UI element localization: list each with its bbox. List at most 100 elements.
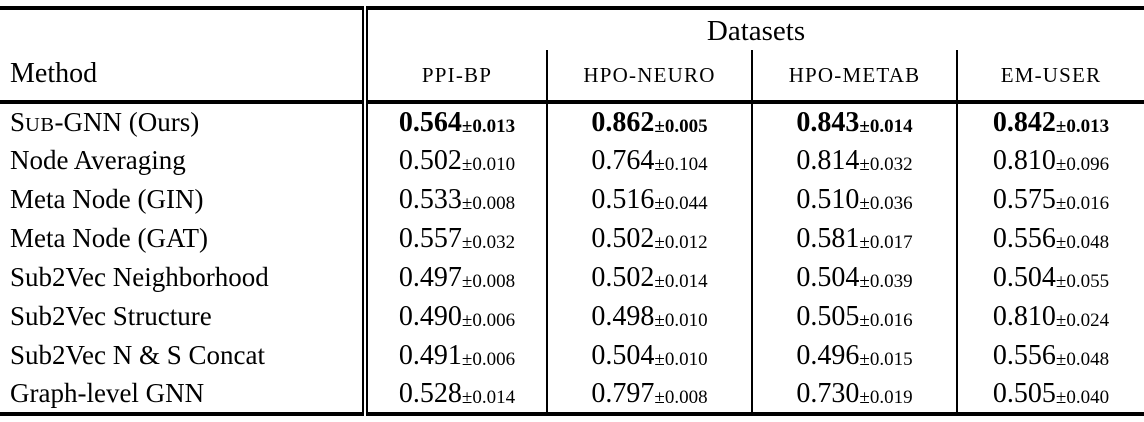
score-value: 0.810±0.096 bbox=[956, 141, 1144, 180]
method-label-text: Meta Node (GAT) bbox=[10, 223, 208, 253]
method-label-text: Sub2Vec Neighborhood bbox=[10, 262, 269, 292]
score-value: 0.505±0.016 bbox=[751, 297, 957, 336]
score-std: ±0.044 bbox=[654, 192, 708, 214]
table-row: Sub2Vec Neighborhood 0.497±0.008 0.502±0.0… bbox=[0, 258, 1144, 297]
score-value: 0.504±0.055 bbox=[956, 258, 1144, 297]
score-value: 0.730±0.019 bbox=[751, 375, 957, 414]
score-mean: 0.843 bbox=[796, 106, 860, 138]
score-std: ±0.013 bbox=[1055, 115, 1110, 137]
score-value: 0.510±0.036 bbox=[751, 180, 957, 219]
method-label: Node Averaging bbox=[0, 141, 368, 180]
score-value: 0.557±0.032 bbox=[365, 219, 547, 258]
score-value: 0.491±0.006 bbox=[365, 336, 547, 375]
score-std: ±0.006 bbox=[461, 309, 516, 331]
column-header-ppi-bp: PPI-BP bbox=[365, 50, 547, 104]
score-mean: 0.810 bbox=[992, 144, 1056, 176]
score-mean: 0.504 bbox=[591, 339, 655, 371]
method-label: SUB-GNN (Ours) bbox=[0, 102, 368, 141]
score-mean: 0.504 bbox=[796, 261, 860, 293]
table-row: SUB-GNN (Ours) 0.564±0.013 0.862±0.005 0.84… bbox=[0, 102, 1144, 141]
score-std: ±0.016 bbox=[1055, 192, 1110, 214]
score-mean: 0.557 bbox=[398, 222, 462, 254]
score-value: 0.533±0.008 bbox=[365, 180, 547, 219]
score-mean: 0.491 bbox=[398, 339, 462, 371]
score-std: ±0.010 bbox=[654, 348, 708, 370]
datasets-group-header: Datasets bbox=[706, 15, 806, 47]
score-std: ±0.015 bbox=[859, 348, 913, 370]
group-header-row: Datasets bbox=[0, 8, 1144, 50]
method-label: Sub2Vec Structure bbox=[0, 297, 368, 336]
score-mean: 0.575 bbox=[992, 183, 1056, 215]
method-label-text: UB bbox=[25, 114, 55, 136]
table-row: Meta Node (GIN) 0.533±0.008 0.516±0.044 0.5… bbox=[0, 180, 1144, 219]
method-label: Sub2Vec N & S Concat bbox=[0, 336, 368, 375]
score-mean: 0.510 bbox=[796, 183, 860, 215]
score-mean: 0.502 bbox=[591, 222, 655, 254]
score-value: 0.862±0.005 bbox=[546, 102, 752, 141]
score-std: ±0.010 bbox=[654, 309, 708, 331]
column-header-em-user: EM-USER bbox=[956, 50, 1144, 104]
score-value: 0.502±0.014 bbox=[546, 258, 752, 297]
score-std: ±0.013 bbox=[461, 115, 516, 137]
score-value: 0.504±0.039 bbox=[751, 258, 957, 297]
score-mean: 0.556 bbox=[992, 222, 1056, 254]
method-label-text: Sub2Vec N & S Concat bbox=[10, 340, 265, 370]
score-std: ±0.014 bbox=[654, 270, 708, 292]
score-mean: 0.730 bbox=[796, 377, 860, 409]
score-mean: 0.862 bbox=[591, 106, 655, 138]
method-label-text: Meta Node (GIN) bbox=[10, 184, 204, 214]
score-mean: 0.497 bbox=[398, 261, 462, 293]
method-label: Meta Node (GAT) bbox=[0, 219, 368, 258]
score-std: ±0.014 bbox=[859, 115, 913, 137]
score-std: ±0.096 bbox=[1055, 153, 1110, 175]
score-value: 0.497±0.008 bbox=[365, 258, 547, 297]
score-mean: 0.505 bbox=[992, 377, 1056, 409]
table-row: Node Averaging 0.502±0.010 0.764±0.104 0.81… bbox=[0, 141, 1144, 180]
score-std: ±0.048 bbox=[1055, 231, 1110, 253]
score-std: ±0.017 bbox=[859, 231, 913, 253]
score-std: ±0.012 bbox=[654, 231, 708, 253]
score-std: ±0.008 bbox=[654, 386, 708, 408]
score-value: 0.496±0.015 bbox=[751, 336, 957, 375]
score-mean: 0.504 bbox=[992, 261, 1056, 293]
score-mean: 0.533 bbox=[398, 183, 462, 215]
score-mean: 0.498 bbox=[591, 300, 655, 332]
score-value: 0.810±0.024 bbox=[956, 297, 1144, 336]
score-mean: 0.842 bbox=[992, 106, 1056, 138]
score-std: ±0.039 bbox=[859, 270, 913, 292]
score-value: 0.528±0.014 bbox=[365, 375, 547, 414]
score-mean: 0.490 bbox=[398, 300, 462, 332]
score-std: ±0.036 bbox=[859, 192, 913, 214]
score-mean: 0.502 bbox=[398, 144, 462, 176]
score-value: 0.842±0.013 bbox=[956, 102, 1144, 141]
column-header-row: Method PPI-BP HPO-NEURO HPO-METAB EM-USE… bbox=[0, 50, 1144, 104]
score-value: 0.516±0.044 bbox=[546, 180, 752, 219]
score-mean: 0.797 bbox=[591, 377, 655, 409]
results-table: Datasets Method PPI-BP HPO-NEURO HPO-MET… bbox=[0, 6, 1144, 416]
column-header-hpo-neuro: HPO-NEURO bbox=[546, 50, 752, 104]
table-row: Graph-level GNN 0.528±0.014 0.797±0.008 0.7… bbox=[0, 375, 1144, 414]
score-std: ±0.010 bbox=[461, 153, 516, 175]
table-row: Sub2Vec N & S Concat 0.491±0.006 0.504±0.0… bbox=[0, 336, 1144, 375]
method-label-text: -GNN (Ours) bbox=[54, 107, 200, 137]
score-std: ±0.016 bbox=[859, 309, 913, 331]
score-std: ±0.055 bbox=[1055, 270, 1110, 292]
table-row: Meta Node (GAT) 0.557±0.032 0.502±0.012 0.5… bbox=[0, 219, 1144, 258]
score-std: ±0.006 bbox=[461, 348, 516, 370]
score-value: 0.498±0.010 bbox=[546, 297, 752, 336]
score-value: 0.814±0.032 bbox=[751, 141, 957, 180]
score-std: ±0.032 bbox=[859, 153, 913, 175]
score-mean: 0.516 bbox=[591, 183, 655, 215]
score-mean: 0.814 bbox=[796, 144, 860, 176]
score-value: 0.564±0.013 bbox=[365, 102, 547, 141]
method-column-header: Method bbox=[0, 50, 368, 104]
score-mean: 0.581 bbox=[796, 222, 860, 254]
score-std: ±0.024 bbox=[1055, 309, 1110, 331]
score-mean: 0.564 bbox=[398, 106, 462, 138]
score-value: 0.490±0.006 bbox=[365, 297, 547, 336]
score-value: 0.797±0.008 bbox=[546, 375, 752, 414]
score-std: ±0.019 bbox=[859, 386, 913, 408]
method-label: Graph-level GNN bbox=[0, 375, 368, 414]
score-value: 0.575±0.016 bbox=[956, 180, 1144, 219]
